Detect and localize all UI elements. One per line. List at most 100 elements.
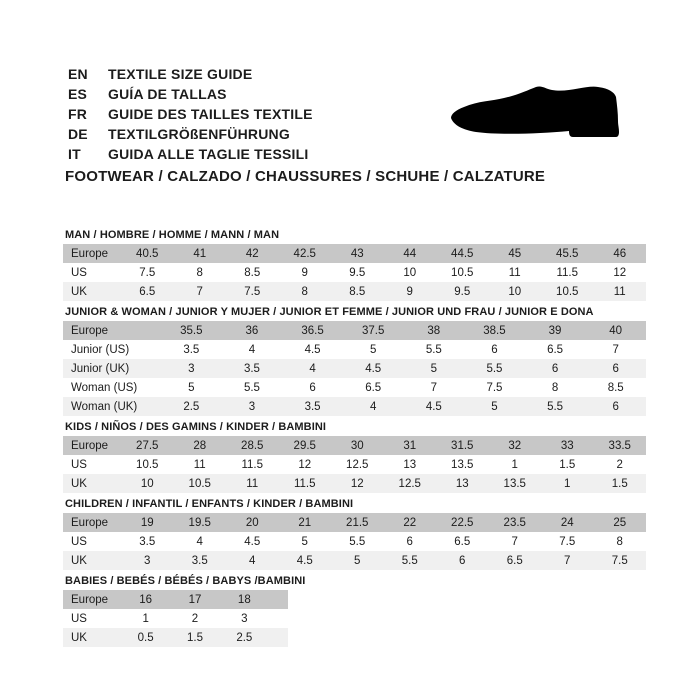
language-code: ES [68, 86, 88, 102]
size-cell: 13 [403, 458, 417, 471]
size-table: Europe 19 19.5 20 21 21.5 22 22.5 23.5 24 25 US 3.5 4… [63, 513, 646, 570]
size-cell: 4 [248, 343, 256, 356]
size-cell: 7 [612, 343, 619, 356]
size-cell: 6 [406, 535, 413, 548]
size-cell: 11 [193, 458, 206, 471]
size-cell: 7.5 [486, 381, 503, 394]
row-label: US [71, 535, 87, 548]
filler-cell [269, 609, 288, 628]
table-title: KIDS / NIÑOS / DES GAMINS / KINDER / BAM… [65, 421, 327, 433]
size-row: UK 0.5 1.5 2.5 [63, 628, 288, 647]
size-cell: 4.5 [342, 359, 404, 378]
size-cell: 2 [616, 458, 623, 471]
size-row: Europe 16 17 18 [63, 590, 288, 609]
size-cell: 11.5 [556, 266, 579, 279]
size-cell: 4.5 [304, 343, 321, 356]
size-cell: 18 [219, 590, 269, 609]
table-title: MAN / HOMBRE / HOMME / MANN / MAN [65, 229, 280, 241]
row-label: Europe [63, 590, 121, 609]
size-cell: 6.5 [121, 282, 174, 301]
size-table: Europe 35.5 36 36.5 37.5 38 38.5 39 40 Junior (US… [63, 321, 646, 416]
size-cell: 4 [282, 359, 343, 378]
size-cell: 4.5 [403, 397, 465, 416]
row-label: UK [63, 282, 121, 301]
size-cell: 12.5 [346, 458, 369, 471]
size-cell: 5.5 [243, 381, 260, 394]
size-cell: 5 [369, 343, 377, 356]
size-table-section: JUNIOR & WOMAN / JUNIOR Y MUJER / JUNIOR… [63, 306, 700, 416]
filler-cell [269, 590, 288, 609]
row-label: Woman (US) [71, 381, 138, 394]
size-cell: 5.5 [349, 535, 366, 548]
language-code: EN [68, 66, 88, 82]
size-cell: 9.5 [349, 266, 366, 279]
size-cell: 11.5 [278, 474, 331, 493]
size-cell: 11 [593, 282, 646, 301]
size-cell: 6.5 [488, 551, 541, 570]
size-cell: 42.5 [278, 244, 331, 263]
size-cell: 45 [488, 244, 541, 263]
size-cell: 7 [541, 551, 594, 570]
size-table: Europe 40.5 41 42 42.5 43 44 44.5 45 45.5 46 US 7.5 8… [63, 244, 646, 301]
size-cell: 8.5 [607, 381, 624, 394]
size-cell: 6 [436, 551, 489, 570]
size-cell: 25 [593, 513, 646, 532]
size-cell: 8.5 [331, 282, 384, 301]
size-table: Europe 27.5 28 28.5 29.5 30 31 31.5 32 33 33.5 US 10… [63, 436, 646, 493]
size-cell: 3.5 [183, 343, 200, 356]
row-label: Junior (US) [71, 343, 130, 356]
size-cell: 7 [173, 282, 226, 301]
size-cell: 3.5 [282, 397, 343, 416]
size-cell: 8 [616, 535, 623, 548]
size-cell: 21 [278, 513, 331, 532]
row-label: Europe [63, 436, 121, 455]
size-row: US 3.5 4 4.5 5 5.5 6 6.5 7 7.5 8 [63, 532, 646, 551]
size-row: Europe 35.5 36 36.5 37.5 38 38.5 39 40 [63, 321, 646, 340]
size-cell: 36.5 [282, 321, 343, 340]
size-cell: 38 [403, 321, 465, 340]
size-cell: 4.5 [244, 535, 261, 548]
size-cell: 19 [121, 513, 174, 532]
size-cell: 3 [161, 359, 222, 378]
size-cell: 43 [331, 244, 384, 263]
size-row: UK 10 10.5 11 11.5 12 12.5 13 13.5 1 1.5 [63, 474, 646, 493]
size-tables: MAN / HOMBRE / HOMME / MANN / MAN Europe 4… [63, 229, 700, 647]
size-cell: 7.5 [226, 282, 279, 301]
table-title: JUNIOR & WOMAN / JUNIOR Y MUJER / JUNIOR… [65, 306, 594, 318]
category-heading: FOOTWEAR / CALZADO / CHAUSSURES / SCHUHE… [65, 168, 546, 185]
language-line: ES GUÍA DE TALLAS [68, 84, 700, 104]
language-title: GUIDA ALLE TAGLIE TESSILI [108, 146, 309, 162]
size-cell: 10 [403, 266, 417, 279]
size-cell: 2 [191, 612, 199, 625]
size-row: Woman (UK) 2.5 3 3.5 4 4.5 5 5.5 6 [63, 397, 646, 416]
size-cell: 6.5 [454, 535, 471, 548]
size-cell: 5 [188, 381, 195, 394]
language-code: DE [68, 126, 88, 142]
size-cell: 0.5 [121, 628, 171, 647]
size-cell: 28 [173, 436, 226, 455]
language-title: GUÍA DE TALLAS [108, 86, 227, 102]
size-cell: 5 [301, 535, 308, 548]
language-title: GUIDE DES TAILLES TEXTILE [108, 106, 313, 122]
size-cell: 8 [196, 266, 203, 279]
size-cell: 5.5 [464, 359, 525, 378]
language-line: EN TEXTILE SIZE GUIDE [68, 64, 700, 84]
size-cell: 39 [524, 321, 586, 340]
language-title: TEXTILGRÖßENFÜHRUNG [108, 126, 290, 142]
size-cell: 11 [508, 266, 521, 279]
size-cell: 12 [613, 266, 627, 279]
size-cell: 6 [585, 397, 646, 416]
size-cell: 33.5 [593, 436, 646, 455]
row-label: UK [63, 474, 121, 493]
size-cell: 2.5 [219, 628, 269, 647]
size-cell: 6 [491, 343, 498, 356]
size-cell: 8 [551, 381, 559, 394]
size-cell: 10 [121, 474, 174, 493]
table-title: CHILDREN / INFANTIL / ENFANTS / KINDER /… [65, 498, 354, 510]
size-cell: 5.5 [524, 397, 586, 416]
size-cell: 10.5 [173, 474, 226, 493]
row-label: US [71, 458, 87, 471]
size-table: Europe 16 17 18 US 1 2 3 UK 0.5 1.5 2.5 [63, 590, 288, 647]
size-cell: 6 [524, 359, 586, 378]
size-cell: 9 [301, 266, 308, 279]
